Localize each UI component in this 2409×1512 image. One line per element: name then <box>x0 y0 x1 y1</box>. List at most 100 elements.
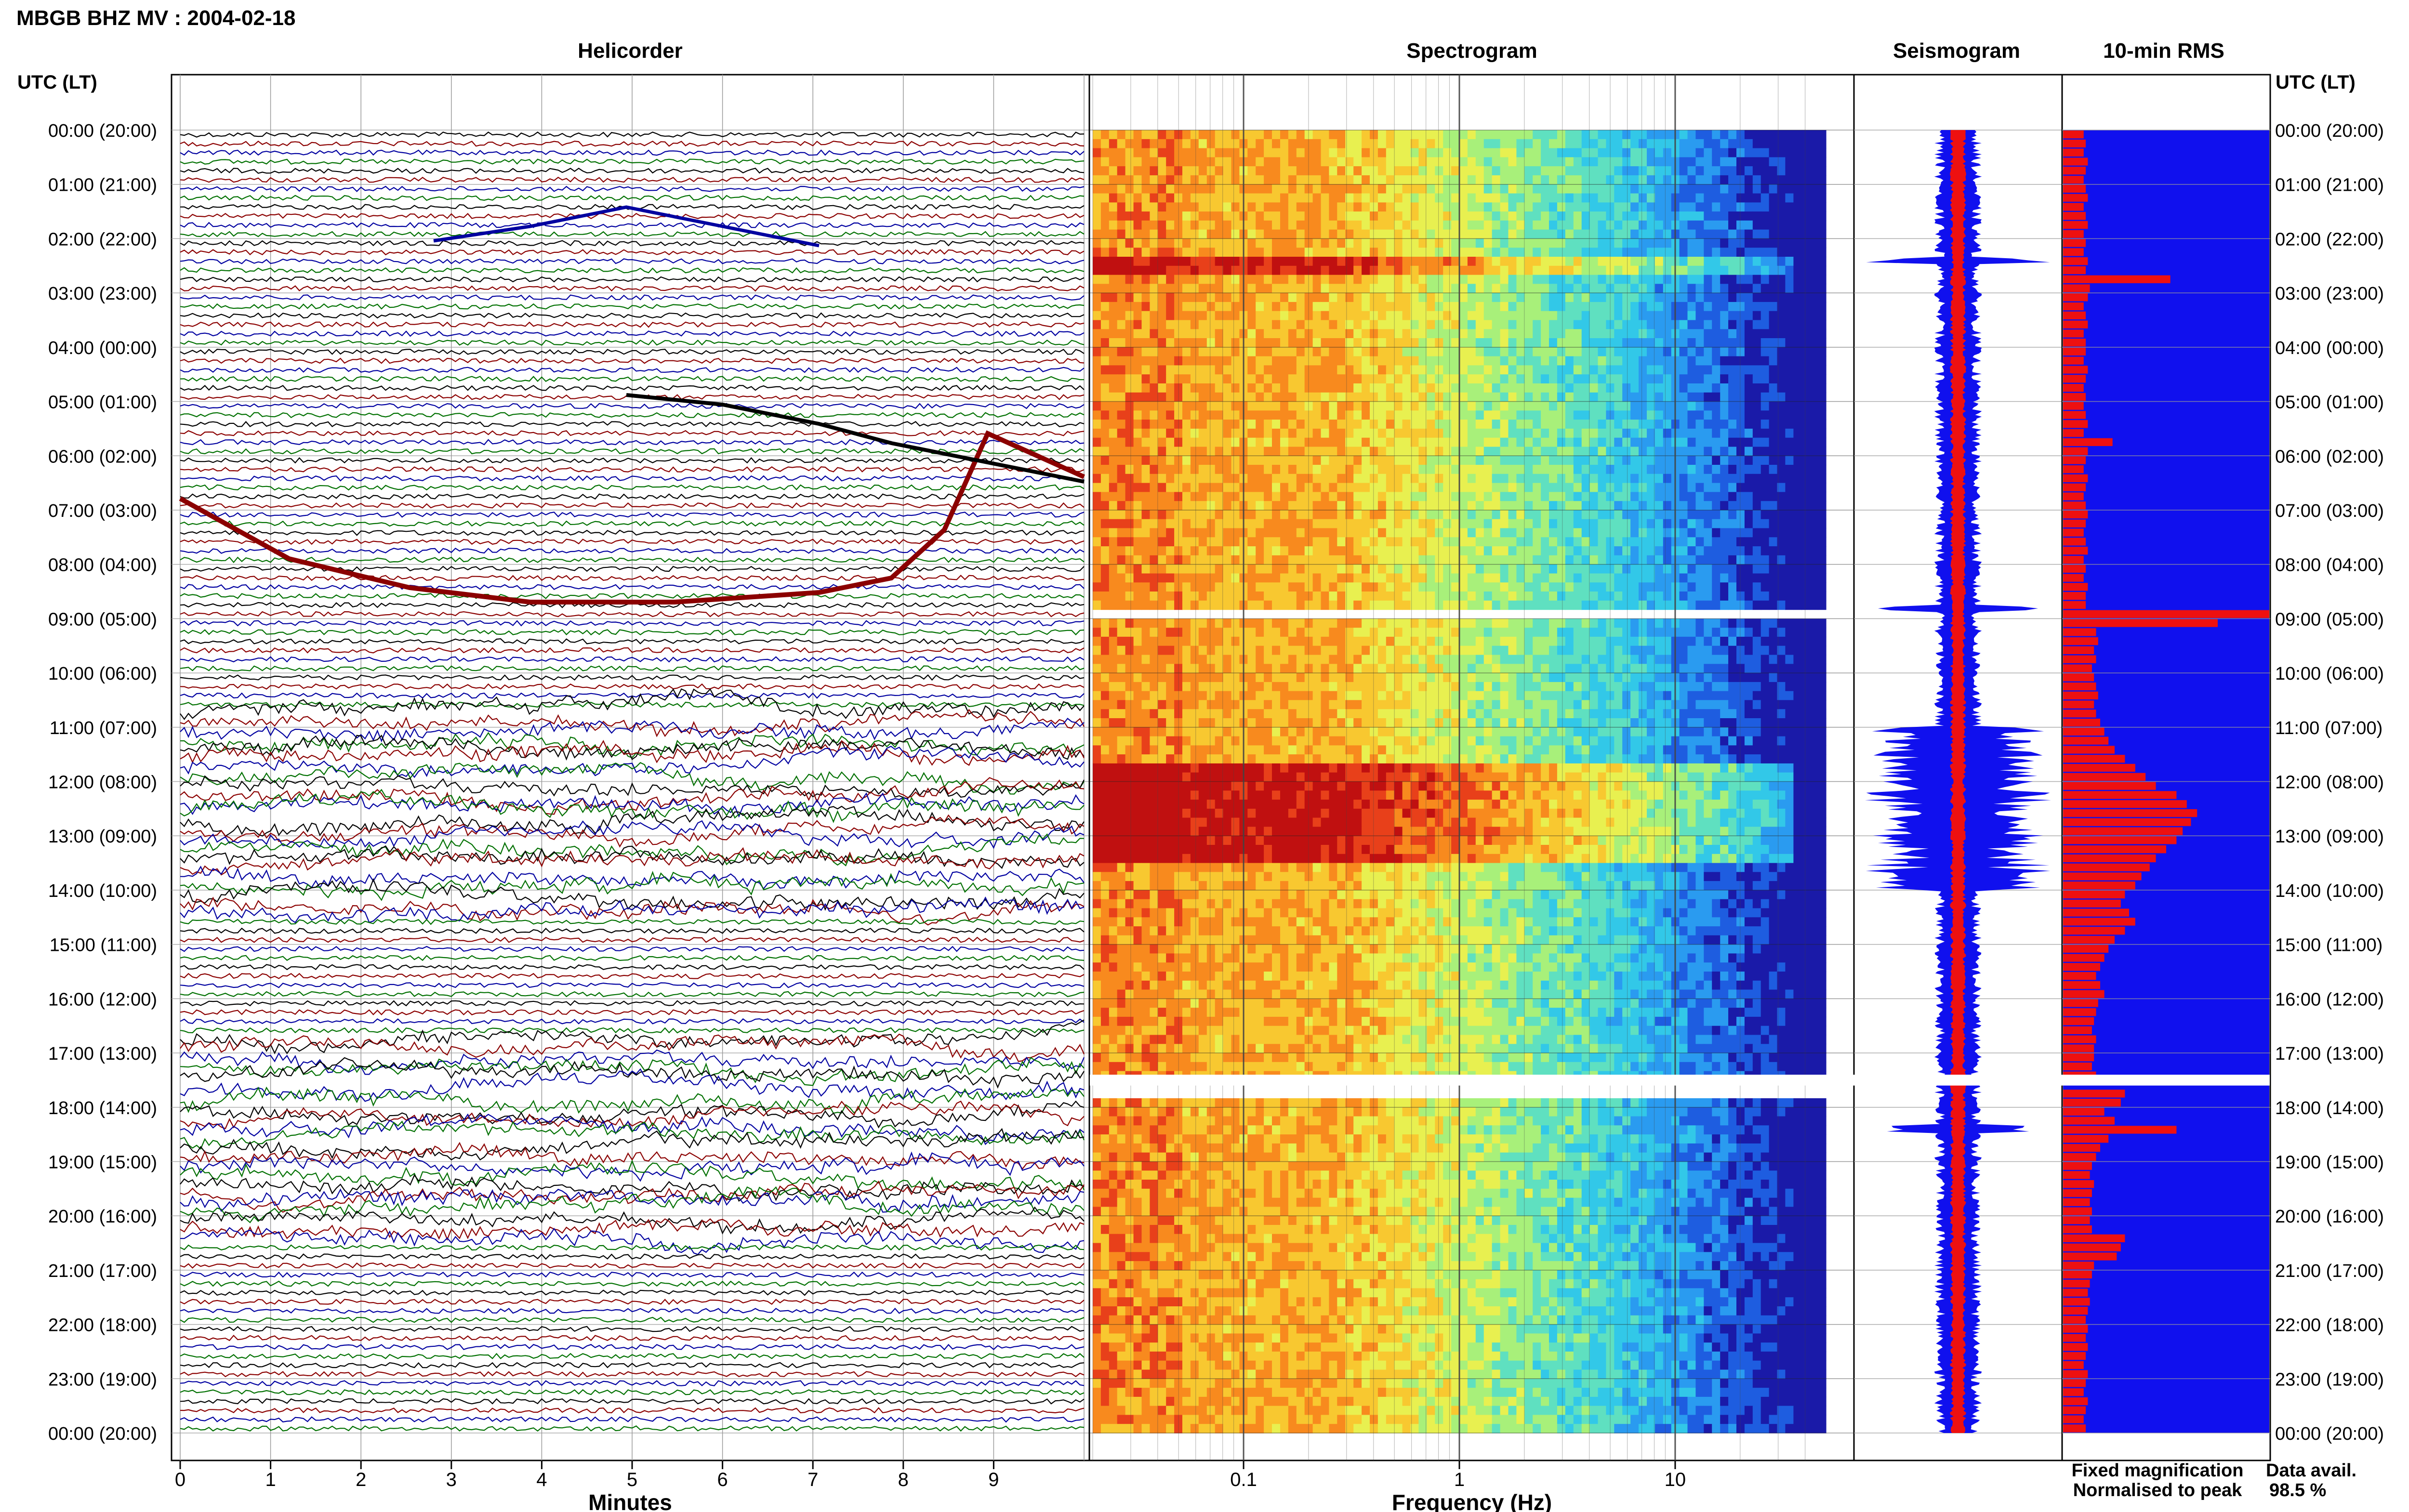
spectrogram-cell <box>1785 211 1794 221</box>
spectrogram-cell <box>1370 302 1378 312</box>
spectrogram-cell <box>1622 211 1631 221</box>
spectrogram-cell <box>1231 392 1240 402</box>
spectrogram-cell <box>1256 311 1264 321</box>
spectrogram-cell <box>1589 302 1599 312</box>
spectrogram-cell <box>1483 420 1493 429</box>
spectrogram-cell <box>1427 202 1435 212</box>
spectrogram-cell <box>1215 447 1224 456</box>
spectrogram-cell <box>1410 592 1419 601</box>
spectrogram-cell <box>1687 510 1696 520</box>
spectrogram-cell <box>1533 248 1541 257</box>
spectrogram-cell <box>1483 193 1493 203</box>
spectrogram-cell <box>1272 356 1281 366</box>
spectrogram-cell <box>1728 238 1737 248</box>
helicorder-trace <box>180 1407 1085 1414</box>
spectrogram-cell <box>1247 320 1256 329</box>
spectrogram-cell <box>1223 546 1232 556</box>
helicorder-trace <box>180 231 1085 237</box>
spectrogram-cell <box>1304 383 1313 393</box>
spectrogram-cell <box>1475 447 1484 456</box>
spectrogram-cell <box>1158 193 1166 203</box>
spectrogram-cell <box>1304 356 1313 366</box>
spectrogram-cell <box>1174 175 1183 185</box>
spectrogram-cell <box>1435 320 1443 329</box>
spectrogram-cell <box>1386 537 1395 547</box>
spectrogram-cell <box>1223 238 1232 248</box>
spectrogram-cell <box>1516 202 1525 212</box>
helicorder-trace <box>180 789 1085 823</box>
spectrogram-cell <box>1329 257 1337 266</box>
spectrogram-cell <box>1280 437 1289 447</box>
spectrogram-cell <box>1785 175 1794 185</box>
spectrogram-cell <box>1475 193 1484 203</box>
spectrogram-cell <box>1549 229 1558 239</box>
spectrogram-cell <box>1589 519 1599 529</box>
spectrogram-cell <box>1312 447 1322 456</box>
spectrogram-cell <box>1557 139 1566 149</box>
spectrogram-cell <box>1589 248 1599 257</box>
spectrogram-cell <box>1679 483 1688 492</box>
spectrogram-cell <box>1483 166 1493 176</box>
spectrogram-cell <box>1337 555 1346 565</box>
spectrogram-cell <box>1606 302 1615 312</box>
spectrogram-cell <box>1516 157 1525 167</box>
spectrogram-cell <box>1304 329 1313 339</box>
spectrogram-cell <box>1744 148 1753 158</box>
spectrogram-cell <box>1443 166 1452 176</box>
spectrogram-cell <box>1206 356 1216 366</box>
spectrogram-cell <box>1630 238 1639 248</box>
spectrogram-cell <box>1687 229 1696 239</box>
spectrogram-cell <box>1198 528 1207 538</box>
spectrogram-cell <box>1166 555 1175 565</box>
spectrogram-cell <box>1264 229 1272 239</box>
spectrogram-cell <box>1353 139 1362 149</box>
spectrogram-cell <box>1370 437 1378 447</box>
spectrogram-cell <box>1386 582 1395 592</box>
spectrogram-cell <box>1190 166 1199 176</box>
spectrogram-cell <box>1704 456 1712 465</box>
spectrogram-cell <box>1337 528 1346 538</box>
spectrogram-cell <box>1760 184 1770 194</box>
spectrogram-cell <box>1377 437 1387 447</box>
spectrogram-cell <box>1630 130 1639 140</box>
spectrogram-cell <box>1093 347 1101 357</box>
spectrogram-cell <box>1736 456 1745 465</box>
spectrogram-cell <box>1810 356 1818 366</box>
spectrogram-cell <box>1100 130 1110 140</box>
spectrogram-cell <box>1264 437 1272 447</box>
spectrogram-cell <box>1158 338 1166 348</box>
spectrogram-cell <box>1818 383 1827 393</box>
spectrogram-cell <box>1606 257 1615 266</box>
spectrogram-cell <box>1141 293 1150 302</box>
spectrogram-cell <box>1459 592 1468 601</box>
spectrogram-cell <box>1247 311 1256 321</box>
spectrogram-cell <box>1744 473 1753 484</box>
spectrogram-cell <box>1777 248 1786 257</box>
spectrogram-cell <box>1516 473 1525 484</box>
spectrogram-cell <box>1744 356 1753 366</box>
spectrogram-cell <box>1093 492 1101 501</box>
spectrogram-cell <box>1752 257 1761 266</box>
spectrogram-cell <box>1760 265 1770 276</box>
spectrogram-cell <box>1810 401 1818 411</box>
spectrogram-cell <box>1264 374 1272 384</box>
spectrogram-cell <box>1622 329 1631 339</box>
spectrogram-cell <box>1141 564 1150 574</box>
spectrogram-cell <box>1109 428 1118 438</box>
spectrogram-cell <box>1475 383 1484 393</box>
spectrogram-cell <box>1712 582 1721 592</box>
spectrogram-cell <box>1467 257 1476 266</box>
spectrogram-cell <box>1712 193 1721 203</box>
spectrogram-cell <box>1565 166 1574 176</box>
spectrogram-cell <box>1687 293 1696 302</box>
spectrogram-cell <box>1728 428 1737 438</box>
spectrogram-cell <box>1606 473 1615 484</box>
spectrogram-cell <box>1639 293 1647 302</box>
spectrogram-cell <box>1247 537 1256 547</box>
spectrogram-cell <box>1475 311 1484 321</box>
spectrogram-cell <box>1304 537 1313 547</box>
spectrogram-cell <box>1410 401 1419 411</box>
spectrogram-cell <box>1296 428 1305 438</box>
spectrogram-cell <box>1810 392 1818 402</box>
spectrogram-cell <box>1647 582 1655 592</box>
